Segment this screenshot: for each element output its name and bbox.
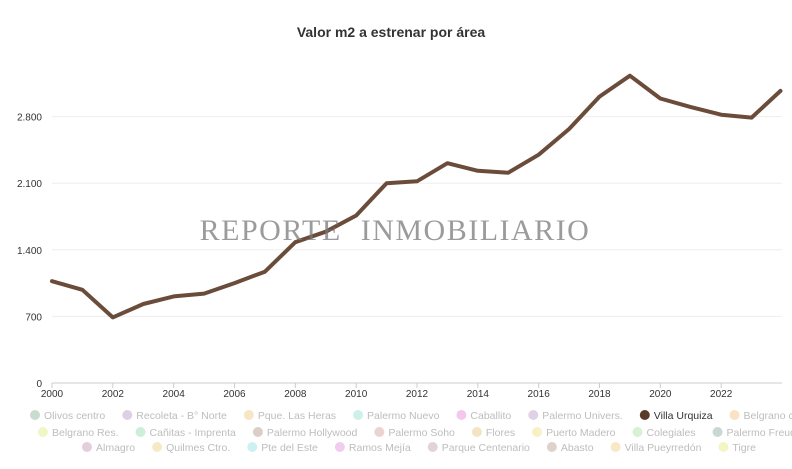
legend-label: Olivos centro [44, 410, 105, 422]
legend-marker [334, 442, 345, 452]
series-line [50, 73, 783, 320]
legend-item[interactable]: Ramos Mejía [334, 442, 411, 454]
legend-marker [247, 442, 258, 452]
watermark-word-1: REPORTE [200, 214, 342, 247]
legend-item[interactable]: Pte del Este [247, 442, 318, 454]
legend-label: Ramos Mejía [349, 442, 411, 454]
y-tick-label: 0 [36, 379, 42, 390]
legend-item[interactable]: Palermo Nuevo [353, 410, 440, 422]
legend-item[interactable]: Olivos centro [30, 410, 105, 422]
legend-item[interactable]: Pque. Las Heras [243, 410, 336, 422]
legend-marker [639, 410, 650, 420]
plot-area [50, 73, 783, 320]
legend-marker [471, 427, 482, 437]
legend-label: Villa Pueyrredón [625, 442, 702, 454]
legend-marker [353, 410, 364, 420]
legend-marker [712, 427, 723, 437]
legend-item[interactable]: Abasto [546, 442, 594, 454]
legend-marker [82, 442, 92, 452]
legend-marker [135, 427, 146, 437]
legend-item[interactable]: Flores [471, 427, 515, 439]
x-axis: 2000 2002 2004 2006 2008 2010 2012 2014 2016 2018… [41, 382, 782, 400]
legend-marker [610, 442, 621, 452]
x-tick-label: 2014 [467, 389, 490, 400]
legend-item[interactable]: Villa Pueyrredón [610, 442, 702, 454]
legend-label: Flores [486, 427, 515, 439]
x-tick-label: 2004 [163, 389, 186, 400]
legend-item[interactable]: Belgrano Res. [38, 427, 119, 439]
legend: Olivos centro Recoleta - B° Norte Pque. La… [30, 410, 792, 454]
chart-title: Valor m2 a estrenar por área [297, 24, 486, 40]
legend-marker [243, 410, 254, 420]
legend-label: Tigre [732, 442, 756, 454]
x-tick-label: 2000 [41, 389, 64, 400]
legend-label: Palermo Freud [727, 427, 792, 439]
legend-marker [456, 410, 467, 420]
legend-marker [528, 410, 539, 420]
watermark-word-2: INMOBILIARIO [361, 214, 591, 247]
legend-label: Belgrano ctro. [744, 410, 792, 422]
legend-label: Palermo Nuevo [367, 410, 440, 422]
x-tick-label: 2016 [528, 389, 551, 400]
legend-label: Pque. Las Heras [258, 410, 336, 422]
legend-label: Pte del Este [261, 442, 318, 454]
x-tick-label: 2022 [710, 389, 733, 400]
legend-item[interactable]: Palermo Soho [374, 427, 455, 439]
x-tick-label: 2020 [649, 389, 672, 400]
y-tick-label: 1.400 [17, 246, 42, 257]
y-axis: 0 700 1.400 2.100 2.800 [17, 113, 42, 390]
legend-item[interactable]: Almagro [82, 442, 135, 454]
x-tick-label: 2012 [406, 389, 429, 400]
legend-item[interactable]: Quilmes Ctro. [152, 442, 230, 454]
legend-label: Parque Centenario [442, 442, 530, 454]
legend-label: Quilmes Ctro. [166, 442, 230, 454]
legend-item[interactable]: Palermo Hollywood [252, 427, 358, 439]
x-tick-label: 2018 [588, 389, 611, 400]
legend-label: Villa Urquiza [654, 410, 713, 422]
legend-label: Palermo Soho [388, 427, 455, 439]
legend-marker [374, 427, 385, 437]
legend-marker [427, 442, 438, 452]
legend-marker [729, 410, 740, 420]
x-tick-label: 2010 [345, 389, 368, 400]
legend-label: Palermo Univers. [542, 410, 623, 422]
legend-label: Cañitas - Imprenta [150, 427, 237, 439]
legend-marker [546, 442, 557, 452]
legend-label: Colegiales [647, 427, 696, 439]
legend-marker [152, 442, 163, 452]
legend-item[interactable]: Colegiales [632, 427, 696, 439]
legend-item[interactable]: Villa Urquiza [639, 410, 713, 422]
legend-item[interactable]: Puerto Madero [532, 427, 616, 439]
legend-item[interactable]: Palermo Univers. [528, 410, 623, 422]
legend-marker [252, 427, 263, 437]
legend-item[interactable]: Cañitas - Imprenta [135, 427, 237, 439]
legend-label: Almagro [96, 442, 135, 454]
legend-label: Palermo Hollywood [267, 427, 358, 439]
watermark: REPORTE INMOBILIARIO [200, 214, 591, 247]
x-tick-label: 2006 [223, 389, 246, 400]
legend-item[interactable]: Recoleta - B° Norte [122, 410, 227, 422]
legend-marker [38, 427, 48, 437]
legend-marker [30, 410, 40, 420]
x-tick-label: 2008 [284, 389, 307, 400]
legend-label: Puerto Madero [546, 427, 616, 439]
y-tick-label: 700 [25, 312, 42, 323]
legend-label: Caballito [470, 410, 511, 422]
y-tick-label: 2.800 [17, 113, 42, 124]
legend-item[interactable]: Tigre [718, 442, 756, 454]
legend-label: Recoleta - B° Norte [136, 410, 227, 422]
legend-marker [122, 410, 133, 420]
legend-marker [632, 427, 643, 437]
legend-item[interactable]: Palermo Freud [712, 427, 792, 439]
legend-label: Abasto [561, 442, 594, 454]
x-tick-label: 2002 [102, 389, 125, 400]
y-tick-label: 2.100 [17, 179, 42, 190]
legend-marker [532, 427, 543, 437]
legend-label: Belgrano Res. [52, 427, 119, 439]
legend-item[interactable]: Caballito [456, 410, 511, 422]
legend-item[interactable]: Parque Centenario [427, 442, 530, 454]
legend-item[interactable]: Belgrano ctro. [729, 410, 792, 422]
legend-marker [718, 442, 729, 452]
